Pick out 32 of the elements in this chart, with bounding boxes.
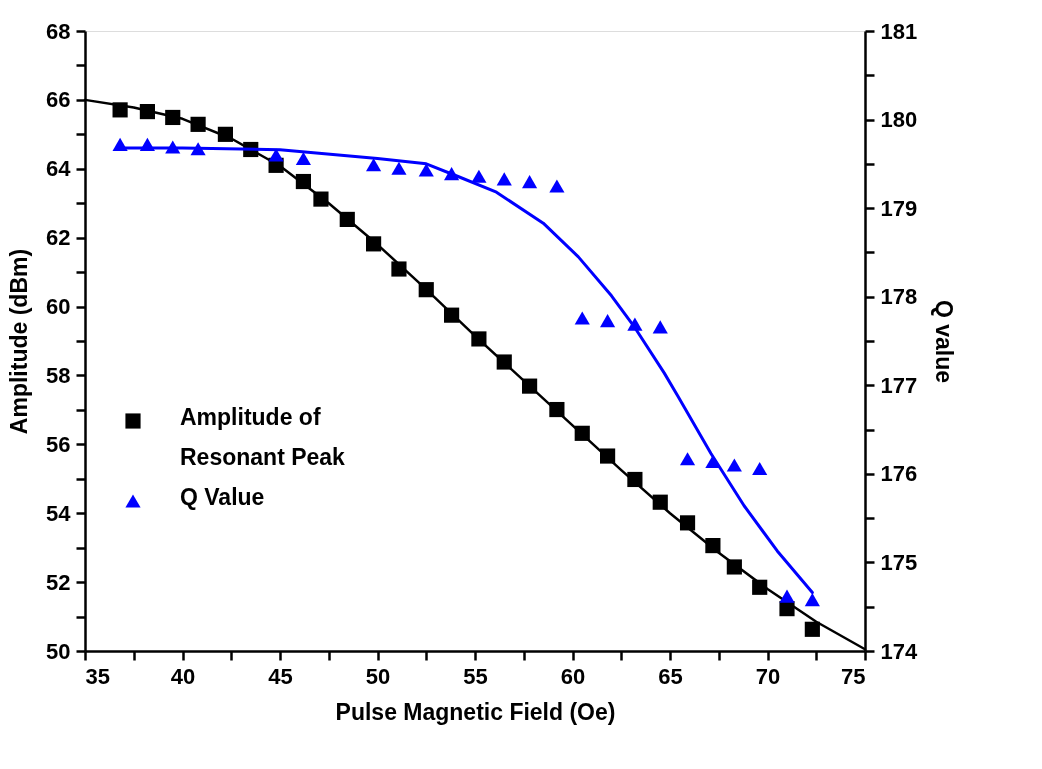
y2-tick-label: 179 xyxy=(880,195,918,221)
y-tick-label: 52 xyxy=(46,569,71,595)
y2-tick-label: 174 xyxy=(880,638,918,664)
y2-tick-label: 180 xyxy=(880,107,918,133)
x-tick-label: 75 xyxy=(841,663,866,689)
y-tick-label: 58 xyxy=(46,362,71,388)
x-tick-label: 35 xyxy=(85,663,110,689)
y-tick-label: 50 xyxy=(46,638,71,664)
y2-tick-label: 178 xyxy=(880,284,918,310)
x-tick-label: 60 xyxy=(560,663,586,689)
x-tick-label: 45 xyxy=(268,663,293,689)
y2-tick-label: 177 xyxy=(880,372,918,398)
y2-tick-label: 176 xyxy=(880,461,918,487)
y2-tick-label: 175 xyxy=(880,549,918,575)
x-tick-label: 70 xyxy=(755,663,781,689)
x-tick-label: 50 xyxy=(365,663,391,689)
y-tick-label: 60 xyxy=(46,294,71,320)
y-tick-label: 56 xyxy=(46,431,71,457)
y-tick-label: 68 xyxy=(46,18,71,44)
y-tick-label: 62 xyxy=(46,225,71,251)
x-tick-label: 40 xyxy=(170,663,196,689)
y-axis-title: Amplitude (dBm) xyxy=(6,248,33,435)
y2-axis-title: Q value xyxy=(931,299,958,384)
y-tick-label: 64 xyxy=(46,156,72,182)
x-tick-label: 65 xyxy=(658,663,683,689)
x-tick-label: 55 xyxy=(463,663,488,689)
y2-tick-label: 181 xyxy=(880,18,918,44)
legend-label: Amplitude of Resonant Peak xyxy=(180,404,346,470)
y-tick-label: 54 xyxy=(46,500,72,526)
y-tick-label: 66 xyxy=(46,87,71,113)
x-axis-title: Pulse Magnetic Field (Oe) xyxy=(335,698,616,725)
legend-label: Q Value xyxy=(180,484,265,510)
